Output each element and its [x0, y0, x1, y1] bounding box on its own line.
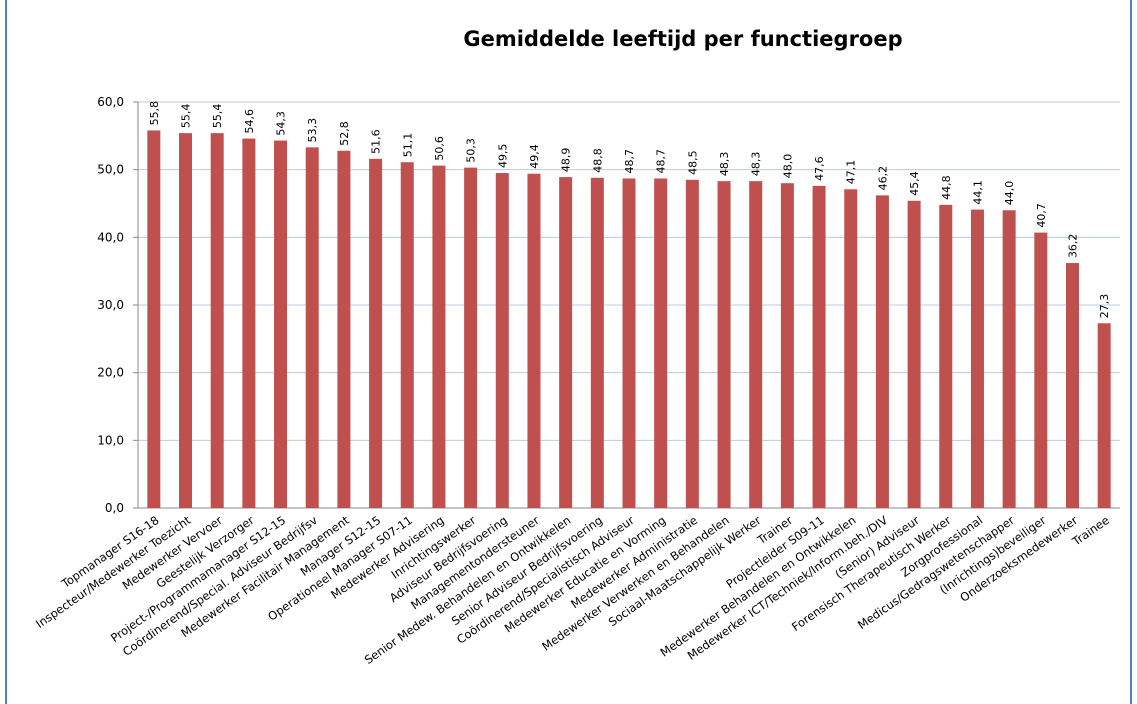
value-label: 50,3	[465, 138, 478, 163]
y-tick-label: 60,0	[97, 95, 124, 109]
value-label: 48,9	[560, 148, 573, 173]
value-label: 54,6	[243, 109, 256, 134]
bar	[179, 133, 193, 509]
bar	[970, 209, 984, 508]
y-tick-label: 40,0	[97, 230, 124, 244]
y-tick-label: 50,0	[97, 163, 124, 177]
value-label: 55,8	[148, 101, 161, 126]
bar	[812, 185, 826, 508]
bar	[875, 195, 889, 508]
bar	[400, 162, 414, 508]
bar	[844, 189, 858, 509]
value-label: 50,6	[433, 136, 446, 161]
bar	[527, 173, 541, 508]
bar	[780, 183, 794, 508]
value-label: 48,5	[686, 150, 699, 175]
bar	[147, 130, 161, 509]
value-label: 36,2	[1066, 234, 1079, 259]
value-label: 48,3	[718, 152, 731, 177]
bar	[1097, 323, 1111, 508]
value-label: 48,0	[781, 154, 794, 179]
value-label: 44,1	[971, 180, 984, 205]
y-tick-label: 10,0	[97, 433, 124, 447]
bar	[242, 138, 256, 509]
value-label: 48,7	[623, 149, 636, 174]
y-tick-label: 20,0	[97, 366, 124, 380]
value-label: 47,1	[845, 160, 858, 185]
value-label: 48,8	[591, 148, 604, 173]
y-tick-label: 0,0	[105, 501, 124, 515]
value-label: 54,3	[275, 111, 288, 136]
bar	[654, 178, 668, 509]
bar	[907, 200, 921, 508]
value-label: 48,7	[655, 149, 668, 174]
value-label: 51,6	[370, 129, 383, 154]
value-label: 51,1	[401, 133, 414, 158]
value-label: 53,3	[306, 118, 319, 143]
bar	[559, 177, 573, 509]
bar	[717, 181, 731, 509]
value-label: 55,4	[211, 104, 224, 129]
bar	[749, 181, 763, 509]
value-label: 44,8	[940, 175, 953, 200]
chart-title: Gemiddelde leeftijd per functiegroep	[463, 27, 902, 51]
value-label: 49,5	[496, 144, 509, 168]
bar	[685, 179, 699, 509]
bar	[939, 204, 953, 508]
value-label: 47,6	[813, 156, 826, 181]
value-label: 46,2	[876, 166, 889, 191]
bar	[337, 150, 351, 508]
bar	[369, 158, 383, 508]
bar	[1034, 232, 1048, 508]
bar	[305, 147, 319, 508]
value-label: 49,4	[528, 144, 541, 169]
bar	[1065, 263, 1079, 508]
bar	[274, 140, 288, 508]
bar	[590, 177, 604, 508]
bar	[1002, 210, 1016, 508]
value-label: 40,7	[1035, 203, 1048, 228]
bar	[622, 178, 636, 509]
value-label: 27,3	[1098, 294, 1111, 319]
value-label: 52,8	[338, 121, 351, 146]
value-label: 55,4	[180, 104, 193, 129]
value-label: 48,3	[750, 152, 763, 177]
bar	[464, 167, 478, 509]
value-label: 45,4	[908, 171, 921, 196]
bar	[432, 165, 446, 508]
y-tick-label: 30,0	[97, 298, 124, 312]
value-label: 44,0	[1003, 181, 1016, 206]
bar	[495, 173, 509, 509]
bar	[210, 133, 224, 509]
